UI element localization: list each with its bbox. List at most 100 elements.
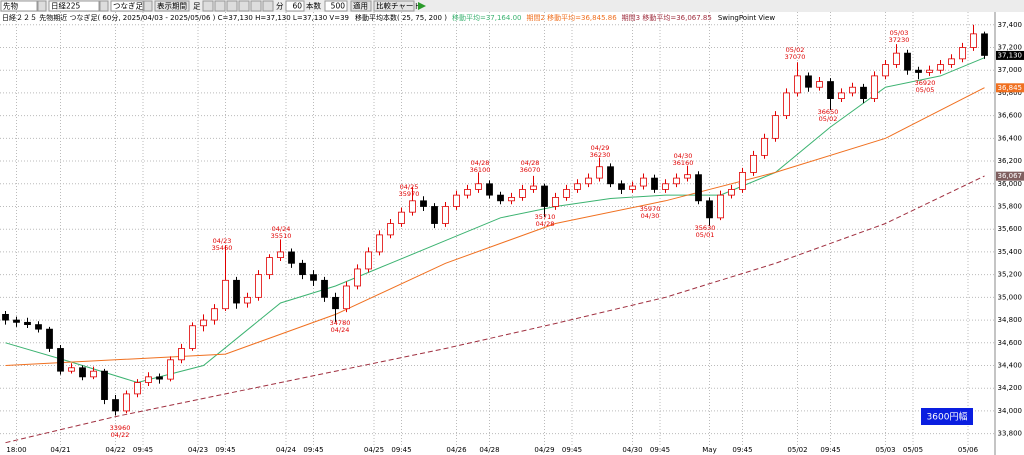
price-tag — [996, 83, 1024, 93]
play-icon[interactable] — [418, 2, 426, 10]
candle-body — [827, 81, 834, 99]
candle-body — [541, 185, 548, 207]
price-tag — [996, 50, 1024, 60]
apply-button[interactable] — [350, 0, 372, 12]
candle-body — [629, 185, 636, 190]
x-tick-label: 09:45 — [215, 446, 235, 454]
period-button[interactable] — [154, 0, 190, 12]
icon-button[interactable] — [250, 0, 262, 12]
candle-body — [871, 75, 878, 99]
swing-price: 35460 — [212, 244, 233, 252]
candle-body — [420, 200, 427, 207]
interval-input[interactable] — [285, 0, 305, 12]
interval: 60 — [292, 2, 302, 11]
info-text: SwingPoint View — [718, 14, 775, 22]
candle-body — [959, 47, 966, 60]
candle-body — [376, 234, 383, 253]
y-tick-label: 34,600 — [998, 339, 1023, 347]
dropdown[interactable] — [37, 0, 47, 12]
candle-body — [442, 206, 449, 224]
x-tick-label: 09:45 — [562, 446, 582, 454]
candle-body — [618, 183, 625, 190]
candle-body — [486, 183, 493, 196]
plot: 33,800 34,000 34,200 34,400 34,600 34,800 35,0… — [0, 12, 1024, 454]
y-tick-label: 36,600 — [998, 112, 1023, 120]
compare-label: 比較チャート — [376, 1, 421, 11]
bar-type-select[interactable] — [110, 0, 144, 12]
candle-body — [288, 251, 295, 264]
foot-label: 足 — [193, 2, 201, 11]
candle-body — [684, 174, 691, 179]
dropdown[interactable] — [99, 0, 109, 12]
count-input[interactable] — [324, 0, 348, 12]
y-tick-label: 34,800 — [998, 316, 1023, 324]
icon-button[interactable] — [262, 0, 274, 12]
swing-date: 05/02 — [786, 46, 805, 54]
candle-body — [662, 183, 669, 190]
swing-price: 36920 — [915, 79, 936, 87]
swing-date: 04/29 — [591, 144, 610, 152]
icon-button[interactable] — [238, 0, 250, 12]
candle-body — [134, 382, 141, 395]
market-select[interactable] — [0, 0, 38, 12]
candle-body — [607, 166, 614, 185]
count-label: 本数 — [306, 1, 321, 11]
candle-body — [178, 348, 185, 361]
range-box-label: 3600円幅 — [927, 411, 968, 423]
swing-date: 05/01 — [696, 231, 715, 239]
symbol: 日経225 — [51, 1, 81, 11]
y-tick-label: 33,800 — [998, 430, 1023, 438]
candle-body — [750, 154, 757, 173]
candle-body — [277, 251, 284, 258]
compare-button[interactable] — [373, 0, 415, 12]
candle-body — [772, 115, 779, 139]
swing-date: 04/22 — [111, 431, 130, 439]
candle-body — [805, 75, 812, 88]
candle-body — [233, 279, 240, 304]
y-tick-label: 37,000 — [998, 66, 1023, 74]
candle-body — [904, 52, 911, 71]
candle-body — [101, 370, 108, 400]
candle-body — [783, 92, 790, 117]
candle-body — [673, 177, 680, 185]
swing-date: 04/24 — [331, 326, 350, 334]
x-tick-label: 05/03 — [875, 446, 895, 454]
icon-button[interactable] — [226, 0, 238, 12]
apply-label: 適用 — [353, 1, 368, 11]
swing-date: 05/05 — [916, 86, 935, 94]
candle-body — [310, 274, 317, 281]
y-tick-label: 35,200 — [998, 271, 1023, 279]
candle-body — [794, 75, 801, 94]
y-tick-label: 35,800 — [998, 202, 1023, 210]
x-tick-label: 04/28 — [479, 446, 499, 454]
price-tag-label: 37,130 — [998, 51, 1023, 59]
x-tick-label: 04/21 — [50, 446, 70, 454]
moving-average — [5, 57, 985, 384]
x-tick-label: 04/24 — [276, 446, 297, 454]
icon-button[interactable] — [214, 0, 226, 12]
x-tick-label: 09:45 — [650, 446, 670, 454]
candle-body — [497, 194, 504, 202]
candle-body — [266, 257, 273, 276]
candle-body — [728, 189, 735, 196]
x-tick-label: 18:00 — [6, 446, 26, 454]
icon-button[interactable] — [202, 0, 214, 12]
y-tick-label: 36,000 — [998, 180, 1023, 188]
info-text: 期間2 移動平均=36,845.86 — [526, 13, 617, 22]
candle-body — [156, 376, 163, 380]
price-tag — [996, 171, 1024, 181]
swing-date: 04/24 — [272, 225, 291, 233]
candle-body — [46, 328, 53, 349]
symbol-select[interactable] — [48, 0, 100, 12]
info-line: 日経２２５ 先物期近 つなぎ足( 60分, 2025/04/03 - 2025/… — [2, 13, 775, 22]
candle-body — [398, 211, 405, 224]
candle-body — [948, 58, 955, 65]
x-tick-label: 09:45 — [133, 446, 153, 454]
price-tag-label: 36,067 — [998, 172, 1023, 180]
candle-body — [640, 177, 647, 187]
candle-body — [343, 285, 350, 310]
candle-body — [695, 174, 702, 202]
dropdown[interactable] — [143, 0, 153, 12]
candle-body — [365, 251, 372, 270]
